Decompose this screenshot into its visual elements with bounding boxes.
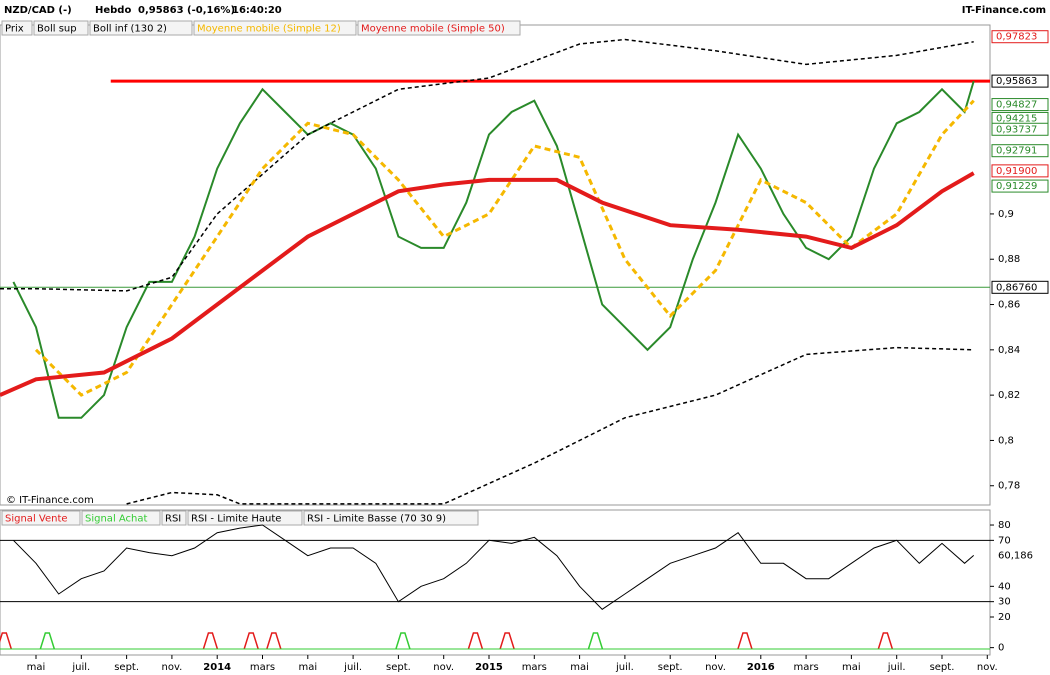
legend-button[interactable] bbox=[187, 510, 303, 526]
time: 16:40:20 bbox=[232, 5, 282, 16]
x-tick-label: nov. bbox=[977, 662, 998, 673]
legend-label: Boll inf (130 2) bbox=[93, 24, 167, 35]
x-tick-label: nov. bbox=[162, 662, 183, 673]
x-tick-label: sept. bbox=[386, 662, 411, 673]
x-tick-label: mars bbox=[250, 662, 275, 673]
legend-button[interactable] bbox=[303, 510, 479, 526]
x-tick-label: 2016 bbox=[747, 662, 775, 673]
legend-button[interactable] bbox=[1, 510, 81, 526]
level-box bbox=[991, 164, 1049, 178]
legend-button[interactable] bbox=[89, 20, 193, 36]
legend-label: Moyenne mobile (Simple 50) bbox=[361, 24, 505, 35]
series-line bbox=[0, 171, 975, 397]
signal-marker bbox=[0, 632, 13, 650]
level-label: 0,93737 bbox=[996, 124, 1037, 135]
series-line bbox=[12, 80, 975, 419]
legend-label: Signal Achat bbox=[85, 514, 148, 525]
signal-marker bbox=[467, 632, 484, 650]
legend-label: RSI - Limite Basse (70 30 9) bbox=[307, 514, 446, 525]
y-tick-label: 30 bbox=[998, 597, 1011, 608]
level-label: 0,91900 bbox=[996, 166, 1037, 177]
x-tick-label: mars bbox=[522, 662, 547, 673]
level-box bbox=[991, 179, 1049, 193]
legend-button[interactable] bbox=[81, 510, 161, 526]
level-label: 0,97823 bbox=[996, 32, 1037, 43]
y-tick-label: 80 bbox=[998, 520, 1011, 531]
legend-label: RSI - Limite Haute bbox=[191, 514, 281, 525]
x-tick-label: juil. bbox=[615, 662, 634, 673]
level-box bbox=[991, 280, 1049, 294]
x-tick-label: mai bbox=[842, 662, 861, 673]
y-tick-label: 0,78 bbox=[998, 481, 1020, 492]
y-tick-label: 20 bbox=[998, 612, 1011, 623]
x-tick-label: juil. bbox=[887, 662, 906, 673]
level-label: 0,94215 bbox=[996, 113, 1037, 124]
signal-marker bbox=[587, 632, 604, 650]
legend-button[interactable] bbox=[193, 20, 357, 36]
level-label: 0,92791 bbox=[996, 146, 1037, 157]
y-tick-label: 70 bbox=[998, 535, 1011, 546]
x-tick-label: juil. bbox=[343, 662, 362, 673]
signal-marker bbox=[737, 632, 753, 650]
x-tick-label: mai bbox=[298, 662, 317, 673]
level-box bbox=[991, 144, 1049, 158]
x-tick-label: 2014 bbox=[203, 662, 231, 673]
x-tick-label: mai bbox=[570, 662, 589, 673]
legend-label: RSI bbox=[165, 514, 181, 525]
level-label: 0,86760 bbox=[996, 282, 1037, 293]
price: 0,95863 (-0,16%) bbox=[138, 5, 235, 16]
y-tick-label: 0,8 bbox=[998, 435, 1014, 446]
signal-marker bbox=[39, 632, 56, 650]
legend-label: Boll sup bbox=[37, 24, 77, 35]
y-tick-label: 0 bbox=[998, 643, 1004, 654]
y-tick-label: 0,84 bbox=[998, 345, 1020, 356]
x-tick-label: mai bbox=[27, 662, 46, 673]
legend-button[interactable] bbox=[1, 20, 33, 36]
series-line bbox=[126, 346, 974, 505]
y-tick-label: 0,9 bbox=[998, 209, 1014, 220]
legend-button[interactable] bbox=[357, 20, 521, 36]
level-box bbox=[991, 74, 1049, 88]
level-box bbox=[991, 30, 1049, 44]
x-tick-label: mars bbox=[793, 662, 818, 673]
signal-marker bbox=[202, 632, 219, 650]
series-line bbox=[13, 524, 975, 610]
signal-marker bbox=[499, 632, 515, 650]
watermark: © IT-Finance.com bbox=[6, 495, 94, 506]
legend-label: Moyenne mobile (Simple 12) bbox=[197, 24, 341, 35]
brand: IT-Finance.com bbox=[962, 5, 1046, 16]
level-box bbox=[991, 98, 1049, 112]
x-tick-label: 2015 bbox=[475, 662, 503, 673]
level-box bbox=[991, 122, 1049, 136]
level-label: 0,91229 bbox=[996, 181, 1037, 192]
signal-marker bbox=[395, 632, 411, 650]
rsi-panel bbox=[0, 509, 991, 656]
x-tick-label: nov. bbox=[433, 662, 454, 673]
legend-button[interactable] bbox=[33, 20, 89, 36]
x-tick-label: sept. bbox=[114, 662, 139, 673]
series-line bbox=[0, 38, 974, 292]
x-tick-label: juil. bbox=[71, 662, 90, 673]
level-label: 0,94827 bbox=[996, 100, 1037, 111]
signal-marker bbox=[877, 632, 894, 650]
symbol: NZD/CAD (-) bbox=[4, 5, 72, 16]
period: Hebdo bbox=[95, 5, 131, 16]
level-label: 0,95863 bbox=[996, 76, 1037, 87]
signal-marker bbox=[243, 632, 259, 650]
legend-label: Signal Vente bbox=[5, 514, 68, 525]
legend-label: Prix bbox=[5, 24, 24, 35]
x-tick-label: sept. bbox=[658, 662, 683, 673]
signal-marker bbox=[266, 632, 282, 650]
x-tick-label: sept. bbox=[930, 662, 955, 673]
y-tick-label: 0,82 bbox=[998, 390, 1020, 401]
y-tick-label: 40 bbox=[998, 581, 1011, 592]
legend-button[interactable] bbox=[161, 510, 187, 526]
value-label: 60,186 bbox=[998, 550, 1033, 561]
x-tick-label: nov. bbox=[705, 662, 726, 673]
y-tick-label: 0,86 bbox=[998, 300, 1020, 311]
y-tick-label: 0,88 bbox=[998, 254, 1020, 265]
